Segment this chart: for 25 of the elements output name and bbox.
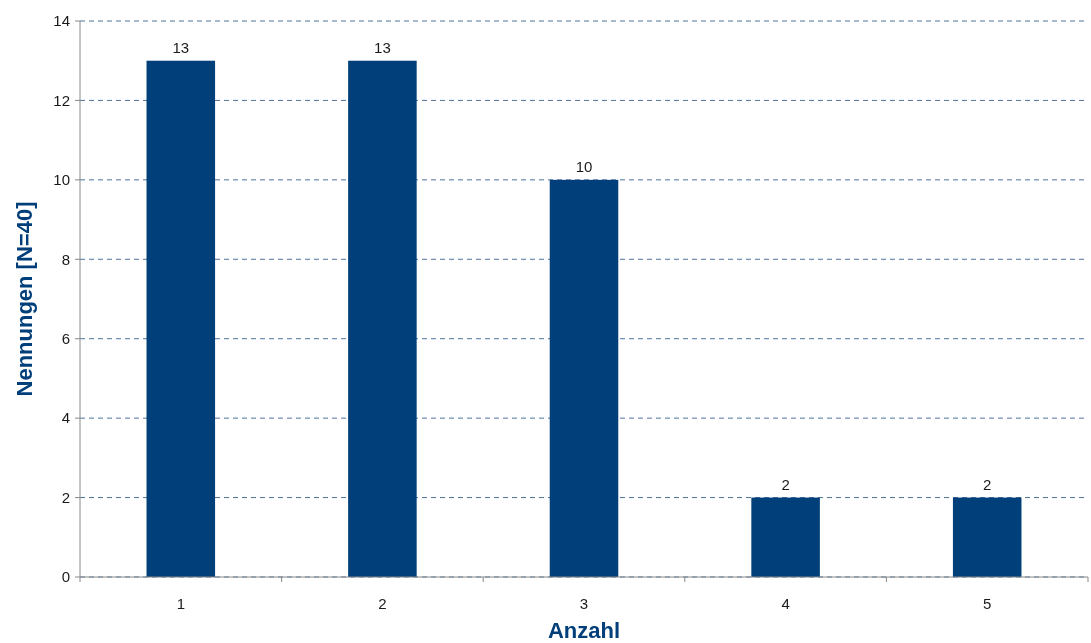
bar xyxy=(549,179,619,577)
x-tick-label: 4 xyxy=(781,595,790,612)
x-tick-label: 3 xyxy=(579,595,589,612)
y-tick-label: 10 xyxy=(53,171,70,189)
data-label: 10 xyxy=(575,157,593,175)
x-tick-label: 5 xyxy=(983,595,992,612)
bar xyxy=(952,497,1022,577)
y-tick-label: 6 xyxy=(61,329,70,347)
y-tick-label: 4 xyxy=(61,409,70,427)
y-tick-label: 14 xyxy=(53,12,70,30)
y-tick-label: 0 xyxy=(61,568,70,586)
bar xyxy=(751,497,820,577)
bar xyxy=(146,60,216,577)
x-tick-label: 1 xyxy=(176,595,185,612)
y-tick-label: 12 xyxy=(53,91,70,109)
data-label: 13 xyxy=(172,38,190,56)
y-axis-title: Nennungen [N=40] xyxy=(12,201,37,397)
x-axis-title: Anzahl xyxy=(547,618,621,643)
data-label: 2 xyxy=(983,475,992,493)
data-label: 2 xyxy=(781,475,790,493)
y-tick-label: 8 xyxy=(61,250,70,268)
bar xyxy=(348,60,417,577)
x-tick-label: 2 xyxy=(378,595,387,612)
y-tick-label: 2 xyxy=(61,488,70,506)
data-label: 13 xyxy=(374,38,391,56)
